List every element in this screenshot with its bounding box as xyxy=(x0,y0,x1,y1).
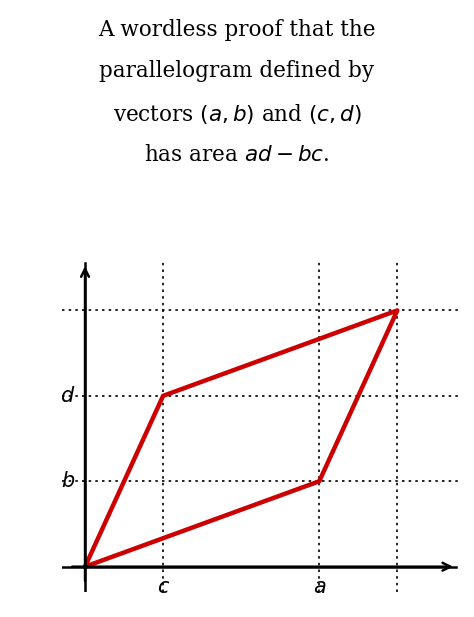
Text: parallelogram defined by: parallelogram defined by xyxy=(100,60,374,83)
Text: vectors $(a, b)$ and $(c, d)$: vectors $(a, b)$ and $(c, d)$ xyxy=(113,102,361,126)
Text: $c$: $c$ xyxy=(156,578,170,597)
Text: A wordless proof that the: A wordless proof that the xyxy=(98,19,376,41)
Text: $a$: $a$ xyxy=(312,578,326,597)
Text: $d$: $d$ xyxy=(60,386,76,406)
Text: has area $ad - bc$.: has area $ad - bc$. xyxy=(144,144,330,167)
Text: $b$: $b$ xyxy=(62,471,76,491)
